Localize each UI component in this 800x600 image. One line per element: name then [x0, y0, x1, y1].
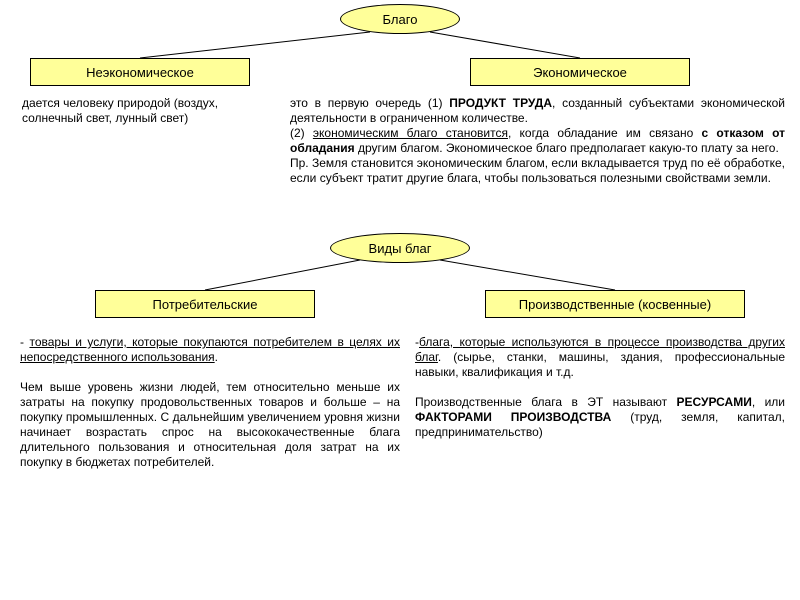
- production-description: -блага, которые используются в процессе …: [415, 335, 785, 440]
- node-consumer: Потребительские: [95, 290, 315, 318]
- consumer-description: - товары и услуги, которые покупаются по…: [20, 335, 400, 470]
- node-label: Потребительские: [153, 297, 258, 312]
- node-economic: Экономическое: [470, 58, 690, 86]
- node-label: Экономическое: [533, 65, 627, 80]
- node-label: Виды благ: [369, 241, 432, 256]
- node-root-types: Виды благ: [330, 233, 470, 263]
- node-label: Производственные (косвенные): [519, 297, 711, 312]
- node-noneconomic: Неэкономическое: [30, 58, 250, 86]
- node-production: Производственные (косвенные): [485, 290, 745, 318]
- node-root-blago: Благо: [340, 4, 460, 34]
- noneconomic-description: дается человеку природой (воздух, солнеч…: [22, 96, 272, 126]
- node-label: Неэкономическое: [86, 65, 194, 80]
- economic-description: это в первую очередь (1) ПРОДУКТ ТРУДА, …: [290, 96, 785, 186]
- node-label: Благо: [383, 12, 418, 27]
